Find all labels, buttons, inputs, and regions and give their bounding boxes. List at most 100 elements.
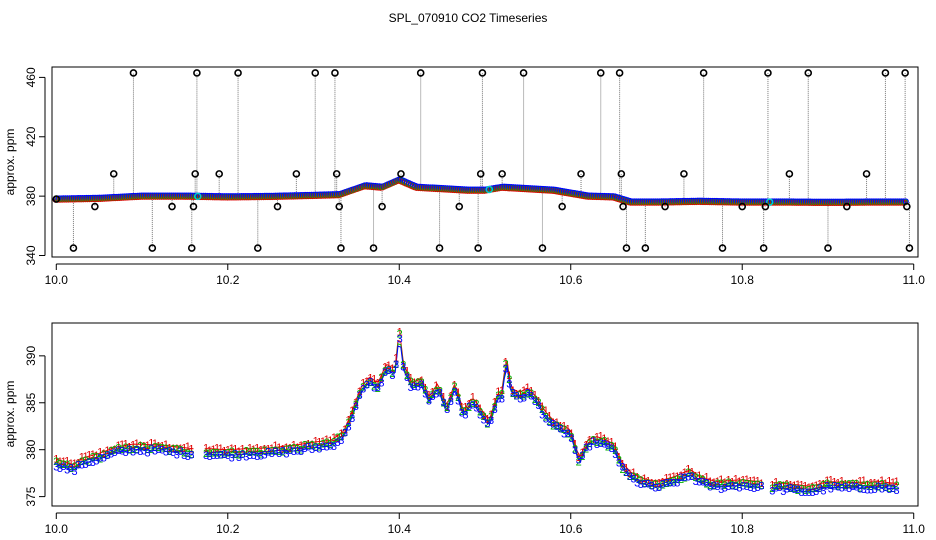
series-marker-3: 3 bbox=[349, 413, 355, 425]
series-marker-2: 2 bbox=[718, 478, 724, 490]
series-marker-3: 3 bbox=[879, 483, 885, 495]
series-marker-3: 3 bbox=[678, 472, 684, 484]
series-marker-2: 2 bbox=[663, 478, 669, 490]
series-marker-3: 3 bbox=[751, 483, 757, 495]
series-marker-1: 1 bbox=[356, 386, 362, 398]
series-marker-3: 3 bbox=[433, 389, 439, 401]
series-marker-3: 3 bbox=[181, 450, 187, 462]
series-marker-3: 3 bbox=[660, 479, 666, 491]
series-marker-3: 3 bbox=[663, 478, 669, 490]
series-marker-2: 2 bbox=[656, 481, 662, 493]
series-marker-2: 2 bbox=[729, 480, 735, 492]
series-marker-3: 3 bbox=[68, 463, 74, 475]
series-marker-1: 1 bbox=[733, 474, 739, 486]
series-marker-2: 2 bbox=[853, 479, 859, 491]
series-marker-2: 2 bbox=[342, 427, 348, 439]
series-marker-2: 2 bbox=[517, 389, 523, 401]
series-marker-3: 3 bbox=[820, 485, 826, 497]
series-marker-2: 2 bbox=[451, 381, 457, 393]
outlier-point bbox=[785, 170, 794, 178]
series-marker-3: 3 bbox=[521, 392, 527, 404]
series-marker-3: 3 bbox=[868, 485, 874, 497]
outlier-point bbox=[478, 69, 487, 77]
outlier-point bbox=[378, 202, 386, 211]
series-marker-2: 2 bbox=[353, 399, 359, 411]
series-marker-1: 1 bbox=[890, 477, 896, 489]
series-marker-1: 1 bbox=[119, 439, 125, 451]
series-marker-2: 2 bbox=[806, 484, 812, 496]
series-marker-3: 3 bbox=[704, 478, 710, 490]
outlier-point bbox=[498, 170, 506, 178]
bottom-x-tick-label: 10.2 bbox=[216, 522, 240, 536]
series-marker-2: 2 bbox=[115, 443, 121, 455]
series-marker-1: 1 bbox=[104, 445, 110, 457]
series-marker-3: 3 bbox=[714, 481, 720, 493]
series-marker-1: 1 bbox=[400, 359, 406, 371]
series-marker-1: 1 bbox=[488, 409, 494, 421]
series-marker-1: 1 bbox=[148, 438, 154, 450]
series-marker-2: 2 bbox=[108, 446, 114, 458]
series-marker-2: 2 bbox=[627, 471, 633, 483]
series-marker-1: 1 bbox=[240, 443, 246, 455]
series-marker-3: 3 bbox=[656, 482, 662, 494]
series-marker-3: 3 bbox=[101, 452, 107, 464]
series-marker-3: 3 bbox=[729, 481, 735, 493]
series-marker-2: 2 bbox=[645, 478, 651, 490]
series-marker-1: 1 bbox=[879, 475, 885, 487]
series-marker-1: 1 bbox=[225, 445, 231, 457]
series-marker-1: 1 bbox=[828, 475, 834, 487]
outlier-point bbox=[661, 202, 669, 211]
outlier-point bbox=[455, 202, 464, 211]
series-marker-3: 3 bbox=[740, 480, 746, 492]
series-marker-2: 2 bbox=[174, 444, 180, 456]
series-marker-2: 2 bbox=[61, 459, 67, 471]
series-marker-2: 2 bbox=[71, 461, 77, 473]
series-marker-2: 2 bbox=[79, 456, 85, 468]
series-marker-3: 3 bbox=[853, 481, 859, 493]
series-marker-3: 3 bbox=[229, 452, 235, 464]
series-marker-1: 1 bbox=[824, 475, 830, 487]
series-marker-1: 1 bbox=[163, 439, 169, 451]
series-marker-1: 1 bbox=[382, 361, 388, 373]
series-marker-1: 1 bbox=[619, 458, 625, 470]
top-x-tick-label: 11.0 bbox=[902, 273, 925, 287]
series-marker-1: 1 bbox=[353, 397, 359, 409]
series-marker-2: 2 bbox=[557, 422, 563, 434]
outlier-point bbox=[617, 170, 626, 178]
series-marker-2: 2 bbox=[619, 464, 625, 476]
series-marker-3: 3 bbox=[294, 446, 300, 458]
series-marker-3: 3 bbox=[207, 451, 213, 463]
series-marker-3: 3 bbox=[243, 452, 249, 464]
series-marker-2: 2 bbox=[459, 406, 465, 418]
series-marker-1: 1 bbox=[269, 443, 275, 455]
series-marker-3: 3 bbox=[448, 396, 454, 408]
outlier-point bbox=[234, 69, 242, 77]
series-marker-1: 1 bbox=[645, 475, 651, 487]
series-line-2 bbox=[56, 343, 897, 491]
series-marker-2: 2 bbox=[170, 443, 176, 455]
series-marker-2: 2 bbox=[356, 388, 362, 400]
series-marker-1: 1 bbox=[667, 472, 673, 484]
outlier-point bbox=[761, 202, 770, 211]
series-marker-3: 3 bbox=[159, 444, 165, 456]
series-marker-2: 2 bbox=[704, 479, 710, 491]
series-marker-3: 3 bbox=[711, 480, 717, 492]
series-marker-1: 1 bbox=[554, 417, 560, 429]
series-marker-2: 2 bbox=[393, 359, 399, 371]
outlier-point bbox=[862, 170, 871, 178]
series-marker-2: 2 bbox=[305, 440, 311, 452]
series-marker-2: 2 bbox=[736, 479, 742, 491]
series-marker-3: 3 bbox=[345, 422, 351, 434]
series-marker-2: 2 bbox=[298, 445, 304, 457]
series-marker-3: 3 bbox=[156, 444, 162, 456]
series-marker-1: 1 bbox=[499, 385, 505, 397]
series-marker-3: 3 bbox=[210, 450, 216, 462]
series-marker-3: 3 bbox=[280, 445, 286, 457]
series-marker-3: 3 bbox=[415, 382, 421, 394]
series-marker-2: 2 bbox=[831, 481, 837, 493]
top-y-tick-label: 420 bbox=[24, 126, 38, 146]
series-marker-3: 3 bbox=[795, 484, 801, 496]
series-marker-3: 3 bbox=[331, 441, 337, 453]
series-marker-2: 2 bbox=[345, 417, 351, 429]
outlier-point bbox=[129, 69, 138, 77]
